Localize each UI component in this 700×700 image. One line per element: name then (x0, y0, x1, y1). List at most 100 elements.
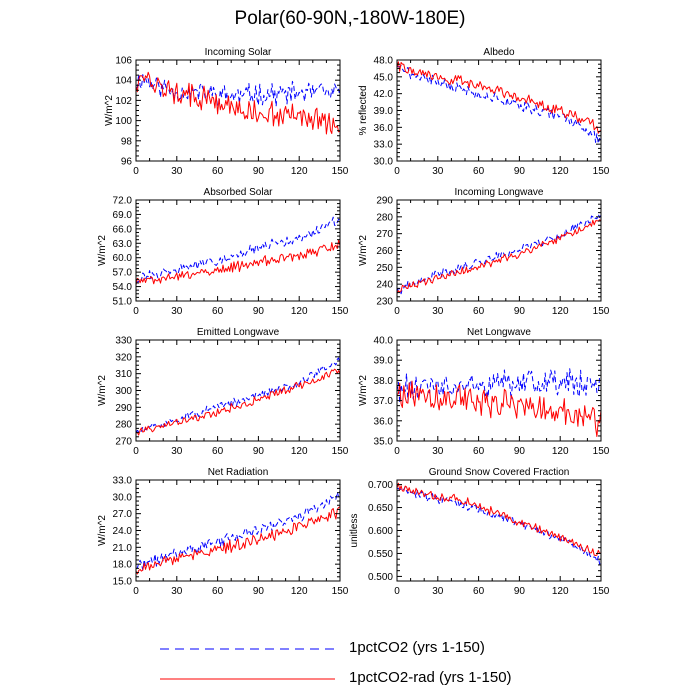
y-tick-label: 27.0 (113, 509, 133, 520)
y-axis-label: unitless (349, 514, 360, 548)
y-tick-label: 0.500 (368, 572, 393, 583)
series-line-2 (396, 380, 602, 437)
y-tick-label: 0.700 (368, 480, 393, 491)
y-tick-label: 72.0 (113, 196, 133, 207)
panel-4: 0 30 60 90 120 150 230 240 250 260 270 280 290 Incomi… (358, 187, 610, 317)
series-line-1 (135, 490, 341, 571)
x-tick-label: 0 (133, 166, 139, 177)
series-line-2 (396, 61, 602, 134)
x-tick-label: 60 (473, 166, 485, 177)
y-axis-label: W/m^2 (97, 515, 108, 546)
panel-title: Incoming Solar (205, 47, 272, 58)
panel-title: Incoming Longwave (455, 187, 544, 198)
y-tick-label: 48.0 (374, 56, 394, 67)
x-tick-label: 30 (432, 306, 444, 317)
x-tick-label: 90 (514, 446, 526, 457)
y-tick-label: 0.600 (368, 526, 393, 537)
plot-frame (396, 479, 602, 582)
x-tick-label: 90 (514, 166, 526, 177)
y-tick-label: 290 (376, 196, 393, 207)
y-tick-label: 15.0 (113, 577, 133, 588)
x-tick-label: 30 (432, 446, 444, 457)
x-tick-label: 120 (291, 166, 308, 177)
series-line-1 (396, 65, 602, 144)
y-axis-label: W/m^2 (97, 235, 108, 266)
panel-title: Ground Snow Covered Fraction (429, 467, 570, 478)
x-tick-label: 150 (593, 446, 610, 457)
y-tick-label: 270 (376, 229, 393, 240)
panel-5: 0 30 60 90 120 150 270 280 290 300 310 320 330 Emitte… (97, 327, 349, 457)
y-tick-label: 270 (115, 437, 132, 448)
x-tick-label: 120 (552, 306, 569, 317)
y-tick-label: 290 (115, 403, 132, 414)
x-tick-label: 30 (171, 586, 183, 597)
y-tick-label: 240 (376, 280, 393, 291)
x-tick-label: 60 (212, 306, 224, 317)
y-tick-label: 45.0 (374, 72, 394, 83)
y-tick-label: 35.0 (374, 437, 394, 448)
figure-title: Polar(60-90N,-180W-180E) (234, 8, 466, 29)
x-tick-label: 0 (394, 586, 400, 597)
panel-3: 0 30 60 90 120 150 51.0 54.0 57.0 60.0 63.0 66.0 69.… (97, 187, 349, 317)
y-tick-label: 0.550 (368, 549, 393, 560)
series-line-2 (135, 506, 341, 575)
series-line-2 (135, 239, 341, 286)
y-tick-label: 30.0 (374, 157, 394, 168)
y-tick-label: 104 (115, 76, 132, 87)
x-tick-label: 150 (593, 166, 610, 177)
y-tick-label: 280 (376, 212, 393, 223)
series-line-2 (135, 71, 341, 135)
y-tick-label: 100 (115, 116, 132, 127)
x-tick-label: 30 (171, 306, 183, 317)
panel-title: Absorbed Solar (204, 187, 274, 198)
y-axis-label: W/m^2 (97, 375, 108, 406)
series-line-1 (135, 357, 341, 434)
x-tick-label: 150 (593, 306, 610, 317)
x-tick-label: 150 (593, 586, 610, 597)
x-tick-label: 90 (253, 446, 265, 457)
y-tick-label: 320 (115, 352, 132, 363)
x-tick-label: 120 (552, 446, 569, 457)
series-line-1 (135, 216, 341, 284)
y-tick-label: 30.0 (113, 492, 133, 503)
y-tick-label: 102 (115, 96, 132, 107)
y-axis-label: % reflected (358, 85, 369, 135)
y-tick-label: 106 (115, 56, 132, 67)
x-tick-label: 30 (171, 166, 183, 177)
x-tick-label: 90 (253, 166, 265, 177)
y-tick-label: 40.0 (374, 336, 394, 347)
y-tick-label: 57.0 (113, 268, 133, 279)
y-tick-label: 230 (376, 297, 393, 308)
series-line-1 (135, 73, 341, 107)
y-axis-label: W/m^2 (358, 375, 369, 406)
series-line-2 (135, 368, 341, 436)
x-tick-label: 120 (291, 306, 308, 317)
y-tick-label: 330 (115, 336, 132, 347)
panel-2: 0 30 60 90 120 150 30.0 33.0 36.0 39.0 42.0 45.0 48.… (358, 47, 610, 177)
x-tick-label: 60 (212, 166, 224, 177)
x-tick-label: 150 (332, 446, 349, 457)
y-tick-label: 36.0 (374, 416, 394, 427)
x-tick-label: 0 (133, 446, 139, 457)
x-tick-label: 30 (432, 166, 444, 177)
y-tick-label: 33.0 (374, 140, 394, 151)
panel-title: Albedo (483, 47, 515, 58)
x-tick-label: 60 (473, 446, 485, 457)
x-tick-label: 60 (473, 586, 485, 597)
x-tick-label: 60 (473, 306, 485, 317)
x-tick-label: 30 (432, 586, 444, 597)
series-line-1 (396, 368, 602, 403)
series-line-2 (396, 219, 602, 294)
x-tick-label: 30 (171, 446, 183, 457)
y-tick-label: 66.0 (113, 224, 133, 235)
y-tick-label: 33.0 (113, 476, 133, 487)
x-tick-label: 0 (133, 306, 139, 317)
panel-1: 0 30 60 90 120 150 96 98 100 102 104 106 Incoming So… (104, 47, 349, 177)
x-tick-label: 0 (394, 446, 400, 457)
x-tick-label: 150 (332, 586, 349, 597)
x-tick-label: 90 (253, 306, 265, 317)
y-tick-label: 38.0 (374, 376, 394, 387)
y-tick-label: 39.0 (374, 106, 394, 117)
y-tick-label: 21.0 (113, 543, 133, 554)
